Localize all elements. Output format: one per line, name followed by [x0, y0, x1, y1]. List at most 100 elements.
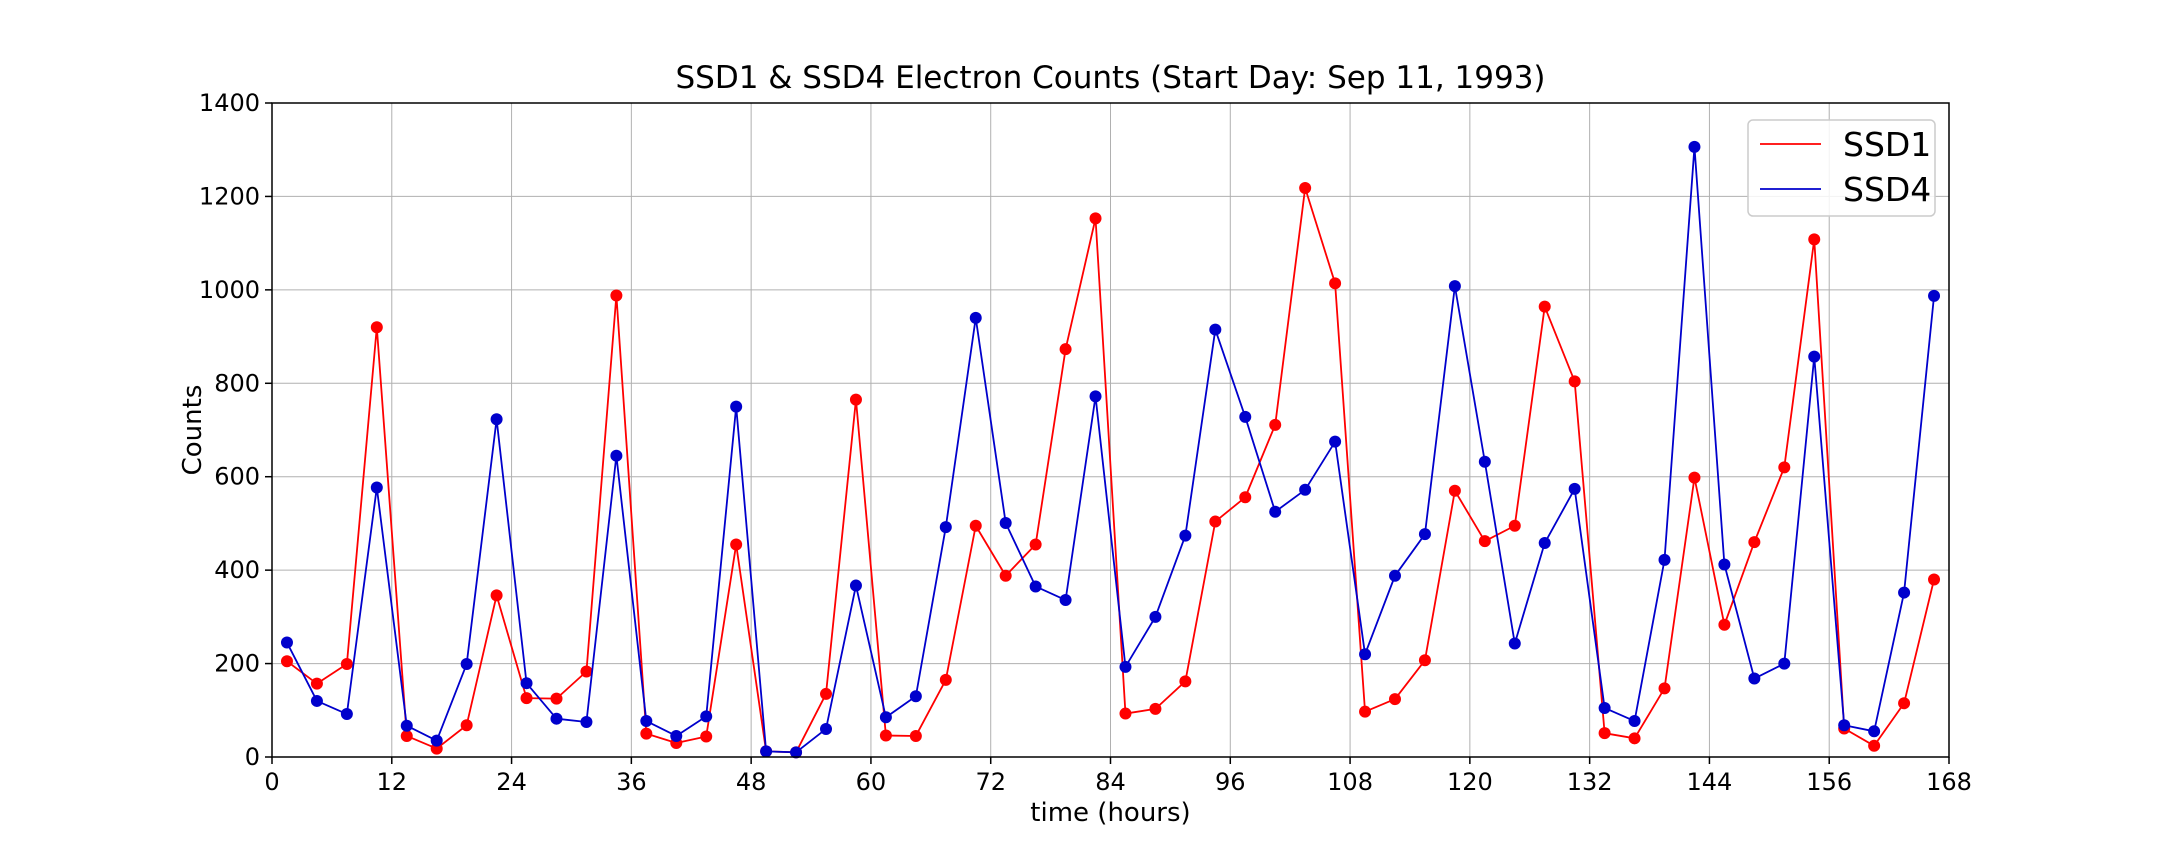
ssd4-data-point: [550, 712, 563, 725]
ssd1-data-point: [1538, 300, 1551, 313]
ssd4-data-point: [490, 413, 503, 426]
ssd1-data-point: [280, 655, 293, 668]
ssd1-data-point: [1508, 519, 1521, 532]
tick-layer: 0 12 24 36 48 60 72 84 96 108 120 132 144 156 168 0 200 4…: [199, 89, 1972, 796]
ssd1-data-point: [1119, 707, 1132, 720]
ssd1-legend-label: SSD1: [1843, 125, 1931, 164]
ssd1-data-point: [1179, 675, 1192, 688]
y-tick-label: 600: [214, 463, 260, 491]
ssd1-data-point: [1808, 233, 1821, 246]
ssd1-data-point: [1388, 693, 1401, 706]
ssd4-data-point: [820, 722, 833, 735]
ssd1-data-point: [1718, 618, 1731, 631]
ssd4-data-point: [1658, 553, 1671, 566]
ssd4-data-point: [1239, 410, 1252, 423]
ssd4-data-point: [430, 734, 443, 747]
ssd4-data-point: [1209, 323, 1222, 336]
ssd1-data-point: [820, 687, 833, 700]
ssd4-data-point: [580, 715, 593, 728]
ssd1-data-point: [1149, 702, 1162, 715]
ssd1-data-point: [550, 692, 563, 705]
ssd4-data-point: [1119, 660, 1132, 673]
ssd1-data-point: [969, 519, 982, 532]
x-tick-label: 84: [1095, 768, 1126, 796]
x-tick-label: 132: [1567, 768, 1613, 796]
ssd4-data-point: [760, 745, 773, 758]
ssd4-data-point: [1568, 482, 1581, 495]
ssd4-data-point: [879, 711, 892, 724]
ssd4-data-point: [610, 449, 623, 462]
x-tick-label: 60: [856, 768, 887, 796]
y-tick-label: 1200: [199, 182, 260, 210]
ssd1-data-point: [849, 393, 862, 406]
ssd1-data-point: [1658, 682, 1671, 695]
x-tick-label: 0: [264, 768, 279, 796]
ssd1-data-point: [1898, 697, 1911, 710]
ssd1-data-point: [1778, 461, 1791, 474]
ssd1-data-point: [1628, 732, 1641, 745]
y-axis-label: Counts: [178, 385, 208, 476]
ssd4-data-point: [909, 690, 922, 703]
ssd4-data-point: [1688, 140, 1701, 153]
ssd4-data-point: [1838, 719, 1851, 732]
ssd1-data-point: [1748, 536, 1761, 549]
x-axis-label: time (hours): [1030, 798, 1190, 828]
x-tick-label: 24: [496, 768, 527, 796]
ssd4-data-point: [1418, 528, 1431, 541]
ssd1-data-point: [999, 569, 1012, 582]
ssd1-data-point: [1568, 375, 1581, 388]
ssd4-data-point: [640, 715, 653, 728]
ssd1-data-point: [730, 538, 743, 551]
ssd4-data-point: [400, 719, 413, 732]
ssd1-data-point: [400, 729, 413, 742]
ssd1-data-point: [310, 677, 323, 690]
ssd4-data-point: [999, 516, 1012, 529]
y-tick-label: 0: [245, 743, 260, 771]
ssd4-data-point: [1628, 715, 1641, 728]
ssd4-data-point: [1508, 637, 1521, 650]
ssd1-data-point: [1239, 491, 1252, 504]
x-tick-label: 156: [1806, 768, 1852, 796]
chart-title: SSD1 & SSD4 Electron Counts (Start Day: …: [675, 60, 1545, 96]
ssd4-data-point: [1718, 558, 1731, 571]
y-tick-label: 200: [214, 650, 260, 678]
ssd4-data-point: [700, 710, 713, 723]
ssd1-data-point: [1598, 727, 1611, 740]
ssd1-data-point: [1269, 418, 1282, 431]
ssd1-data-point: [1089, 212, 1102, 225]
x-tick-label: 168: [1926, 768, 1972, 796]
ssd1-data-point: [1478, 535, 1491, 548]
ssd4-data-point: [1388, 569, 1401, 582]
ssd4-data-point: [520, 677, 533, 690]
x-tick-label: 96: [1215, 768, 1246, 796]
x-tick-label: 36: [616, 768, 647, 796]
ssd1-data-point: [370, 321, 383, 334]
ssd4-data-point: [790, 746, 803, 759]
ssd1-data-point: [939, 673, 952, 686]
y-tick-label: 1400: [199, 89, 260, 117]
ssd4-data-point: [1089, 390, 1102, 403]
ssd4-data-point: [370, 481, 383, 494]
ssd4-data-point: [1478, 455, 1491, 468]
ssd1-data-point: [1329, 277, 1342, 290]
ssd4-data-point: [849, 579, 862, 592]
ssd1-data-point: [640, 727, 653, 740]
ssd4-data-point: [1359, 648, 1372, 661]
ssd1-data-point: [1868, 739, 1881, 752]
ssd4-data-point: [1448, 280, 1461, 293]
x-tick-label: 48: [736, 768, 767, 796]
ssd1-data-point: [1688, 471, 1701, 484]
ssd1-data-point: [460, 719, 473, 732]
ssd4-data-point: [670, 729, 683, 742]
ssd1-data-point: [1299, 182, 1312, 195]
x-tick-label: 72: [975, 768, 1006, 796]
ssd1-series-line: [286, 187, 1935, 754]
ssd1-data-point: [1029, 538, 1042, 551]
ssd1-data-point: [580, 665, 593, 678]
x-tick-label: 144: [1687, 768, 1733, 796]
ssd1-data-point: [340, 658, 353, 671]
ssd4-data-point: [460, 658, 473, 671]
ssd4-data-point: [1179, 529, 1192, 542]
